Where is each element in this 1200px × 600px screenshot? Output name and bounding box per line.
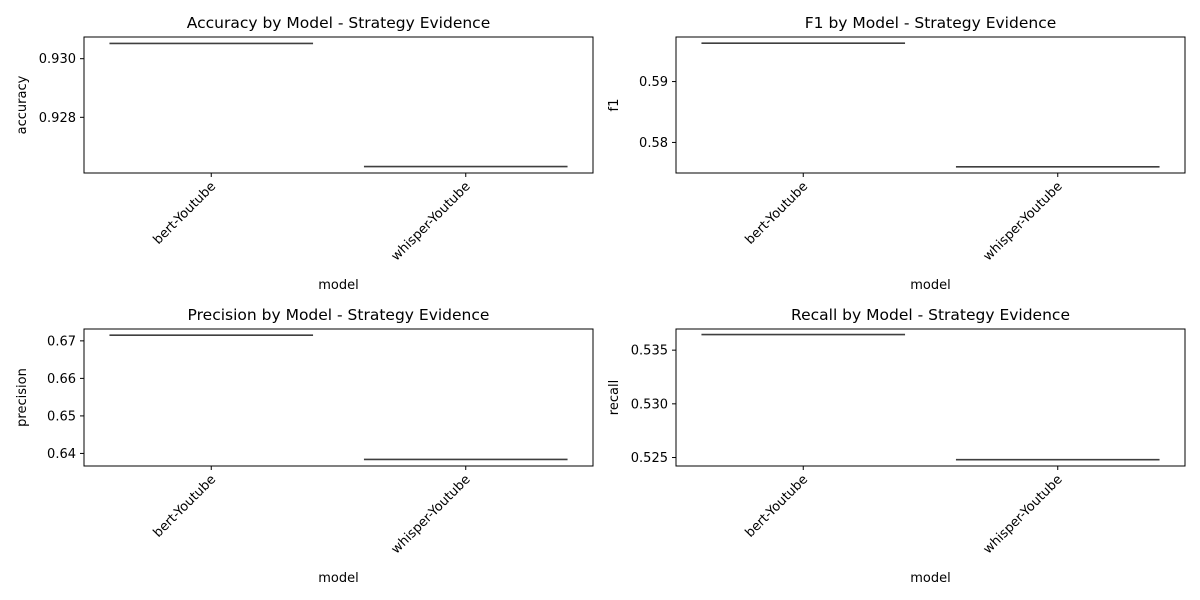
y-axis-label: f1 [607, 99, 622, 112]
x-axis-label: model [910, 571, 950, 586]
y-tick-label: 0.65 [47, 409, 76, 424]
y-tick-label: 0.67 [47, 334, 76, 349]
axes-frame [675, 36, 1186, 174]
y-tick-label: 0.530 [631, 397, 668, 412]
y-axis-label: accuracy [15, 75, 30, 134]
y-tick-label: 0.58 [639, 136, 668, 151]
y-tick-label: 0.525 [631, 451, 668, 466]
y-tick-label: 0.535 [631, 344, 668, 359]
y-tick-label: 0.64 [47, 447, 76, 462]
x-axis-label: model [318, 571, 358, 586]
y-tick-label: 0.930 [39, 52, 76, 67]
y-axis-label: precision [15, 368, 30, 427]
subplot-title: F1 by Model - Strategy Evidence [805, 14, 1057, 32]
y-tick-label: 0.928 [39, 111, 76, 126]
y-axis-label: recall [607, 380, 622, 415]
y-tick-label: 0.59 [639, 75, 668, 90]
subplot-title: Recall by Model - Strategy Evidence [791, 306, 1070, 324]
axes-frame [675, 328, 1186, 467]
subplot-title: Accuracy by Model - Strategy Evidence [187, 14, 490, 32]
y-tick-label: 0.66 [47, 372, 76, 387]
axes-frame [83, 328, 594, 467]
subplot-title: Precision by Model - Strategy Evidence [188, 306, 490, 324]
x-axis-label: model [318, 278, 358, 293]
axes-frame [83, 36, 594, 174]
x-axis-label: model [910, 278, 950, 293]
